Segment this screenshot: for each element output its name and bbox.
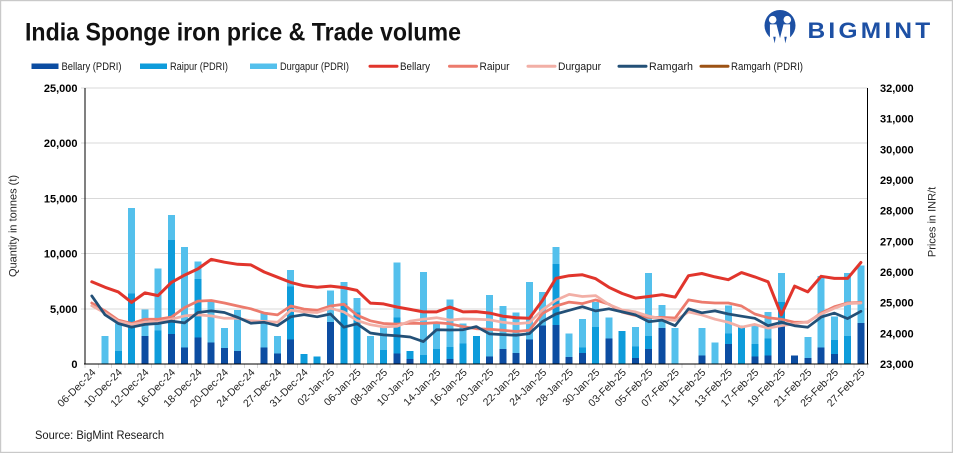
svg-text:25,000: 25,000 xyxy=(880,298,914,310)
svg-text:Prices in INR/t: Prices in INR/t xyxy=(927,187,939,257)
svg-text:Raipur (PDRI): Raipur (PDRI) xyxy=(170,61,228,73)
svg-text:Ramgarh (PDRI): Ramgarh (PDRI) xyxy=(731,61,803,73)
svg-text:27,000: 27,000 xyxy=(880,236,914,248)
svg-text:Durgapur (PDRI): Durgapur (PDRI) xyxy=(280,61,349,73)
svg-text:Ramgarh: Ramgarh xyxy=(649,61,693,73)
svg-text:23,000: 23,000 xyxy=(880,359,914,371)
svg-text:0: 0 xyxy=(71,359,77,371)
svg-text:BIGMINT: BIGMINT xyxy=(808,18,934,43)
svg-text:31,000: 31,000 xyxy=(880,114,914,126)
svg-text:Bellary: Bellary xyxy=(400,61,430,73)
svg-text:28,000: 28,000 xyxy=(880,206,914,218)
svg-text:10,000: 10,000 xyxy=(44,249,78,261)
svg-text:Source: BigMint Research: Source: BigMint Research xyxy=(35,430,164,442)
svg-text:5,000: 5,000 xyxy=(50,304,78,316)
svg-text:Durgapur: Durgapur xyxy=(558,61,601,73)
svg-text:20,000: 20,000 xyxy=(44,138,78,150)
svg-text:24,000: 24,000 xyxy=(880,328,914,340)
svg-text:29,000: 29,000 xyxy=(880,175,914,187)
svg-text:30,000: 30,000 xyxy=(880,144,914,156)
svg-text:Bellary (PDRI): Bellary (PDRI) xyxy=(62,61,122,73)
svg-text:Quantity in tonnes (t): Quantity in tonnes (t) xyxy=(8,175,20,277)
svg-text:India Sponge iron price & Trad: India Sponge iron price & Trade volume xyxy=(25,19,461,47)
svg-text:25,000: 25,000 xyxy=(44,83,78,95)
svg-text:Raipur: Raipur xyxy=(480,61,510,73)
svg-text:32,000: 32,000 xyxy=(880,83,914,95)
svg-text:15,000: 15,000 xyxy=(44,193,78,205)
svg-text:26,000: 26,000 xyxy=(880,267,914,279)
